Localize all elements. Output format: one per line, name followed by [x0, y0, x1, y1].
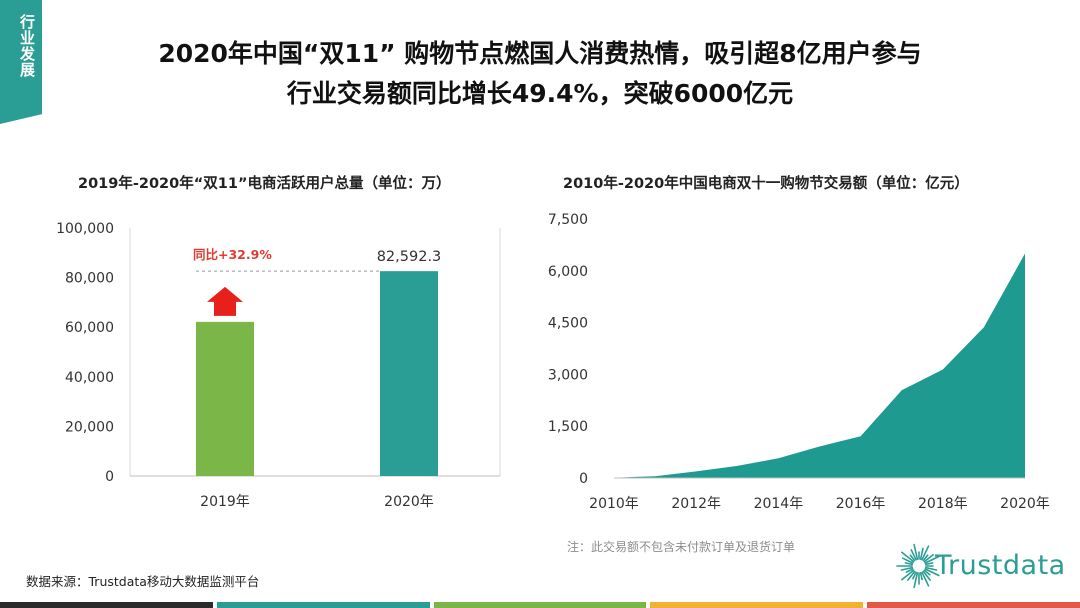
area-x-tick-label: 2014年 [754, 496, 804, 512]
bottom-color-segment [0, 602, 213, 608]
area-x-tick-label: 2010年 [589, 496, 639, 512]
trustdata-logo-icon [896, 543, 940, 589]
side-section-label: 行业发展 [18, 14, 36, 78]
page-title-line-2: 行业交易额同比增长49.4%，突破6000亿元 [286, 79, 794, 108]
bar-x-tick-label: 2019年 [200, 494, 250, 510]
area-chart-title: 2010年-2020年中国电商双十一购物节交易额（单位：亿元） [563, 176, 969, 192]
page-title-line-1: 2020年中国“双11” 购物节点燃国人消费热情，吸引超8亿用户参与 [158, 39, 922, 68]
area-y-tick-label: 4,500 [548, 316, 588, 332]
bottom-color-segment [867, 602, 1080, 608]
bar-y-tick-label: 40,000 [65, 370, 114, 386]
bottom-color-segment [433, 602, 647, 608]
area-x-tick-label: 2020年 [1000, 496, 1050, 512]
area-y-tick-label: 0 [579, 471, 588, 487]
trustdata-logo-text: Trustdata [935, 550, 1066, 581]
bottom-color-segment [650, 602, 864, 608]
bar-chart-title: 2019年-2020年“双11”电商活跃用户总量（单位：万） [78, 176, 451, 192]
area-y-tick-label: 1,500 [548, 419, 588, 435]
bar-1 [196, 321, 254, 476]
bar-x-tick-label: 2020年 [384, 494, 434, 510]
page-title: 2020年中国“双11” 购物节点燃国人消费热情，吸引超8亿用户参与 行业交易额… [60, 34, 1020, 114]
growth-annotation: 同比+32.9% [193, 247, 272, 262]
area-y-tick-label: 6,000 [548, 264, 588, 280]
bar-y-tick-label: 80,000 [65, 271, 114, 287]
bar-y-tick-label: 0 [105, 469, 114, 485]
bar-data-label: 82,592.3 [377, 249, 442, 265]
area-x-tick-label: 2016年 [836, 496, 886, 512]
bar-y-tick-label: 20,000 [65, 419, 114, 435]
growth-arrow-icon [207, 286, 243, 316]
trustdata-logo: Trustdata [893, 536, 1068, 592]
bar-y-tick-label: 100,000 [56, 221, 114, 237]
footnote: 注：此交易额不包含未付款订单及退货订单 [567, 540, 796, 554]
bottom-color-segment [216, 602, 430, 608]
area-x-tick-label: 2018年 [918, 496, 968, 512]
area-x-tick-label: 2012年 [671, 496, 721, 512]
bottom-color-bar [0, 602, 1080, 608]
area-y-tick-label: 3,000 [548, 367, 588, 383]
transaction-area-series [614, 253, 1025, 478]
bar-2 [380, 271, 438, 476]
side-section-tab: 行业发展 [0, 0, 42, 124]
data-source: 数据来源：Trustdata移动大数据监测平台 [26, 574, 260, 589]
area-y-tick-label: 7,500 [548, 212, 588, 228]
bar-y-tick-label: 60,000 [65, 320, 114, 336]
